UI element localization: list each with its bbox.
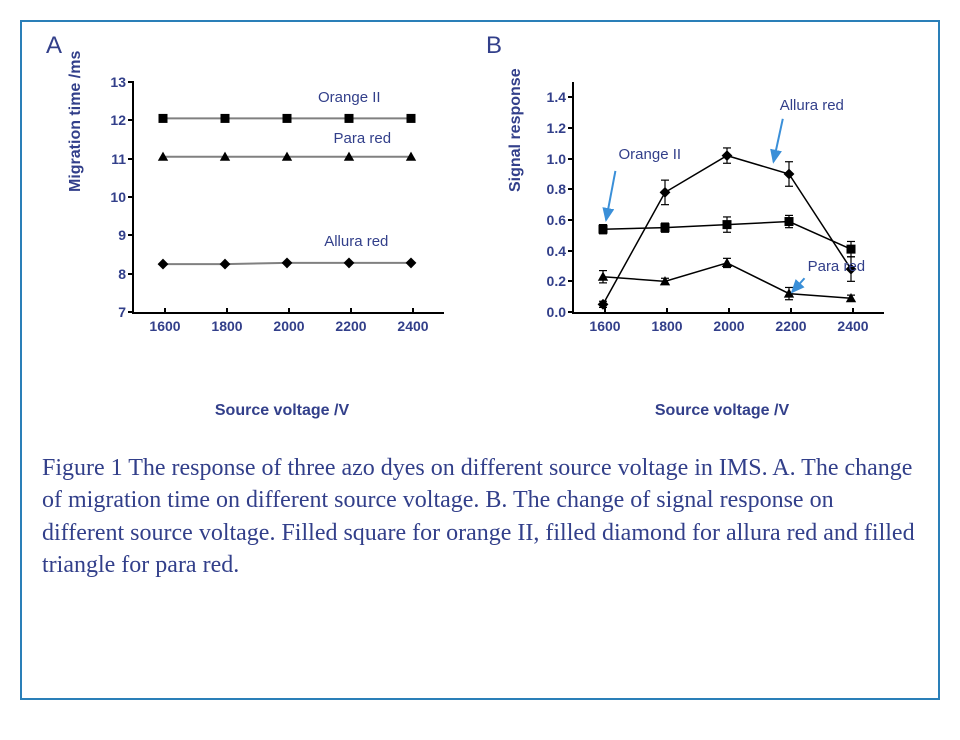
xtick-label: 2000 (273, 318, 304, 334)
series-marker (220, 259, 231, 270)
series-marker (598, 299, 609, 310)
ytick-label: 8 (82, 266, 126, 282)
ytick-label: 7 (82, 304, 126, 320)
series-marker (661, 223, 670, 232)
plot-B-series (572, 82, 882, 312)
annotation-arrow (606, 171, 615, 220)
ytick-label: 1.4 (522, 89, 566, 105)
plot-B: 16001800200022002400 Signal response Sou… (522, 72, 922, 372)
series-marker (599, 225, 608, 234)
series-marker (159, 114, 168, 123)
series-marker (784, 288, 794, 297)
ytick-mark (128, 81, 134, 83)
series-annotation: Para red (334, 130, 392, 147)
ytick-label: 0.6 (522, 212, 566, 228)
series-marker (345, 114, 354, 123)
series-marker (722, 258, 732, 267)
series-marker (158, 259, 169, 270)
series-annotation: Para red (808, 258, 866, 275)
plot-A-series (132, 82, 442, 312)
ytick-label: 11 (82, 151, 126, 167)
ytick-mark (128, 196, 134, 198)
xtick-label: 1600 (589, 318, 620, 334)
panel-B-label: B (486, 32, 502, 60)
ytick-label: 1.2 (522, 120, 566, 136)
annotation-arrow (774, 119, 783, 162)
series-marker (660, 187, 671, 198)
ytick-label: 0.8 (522, 181, 566, 197)
ytick-mark (568, 311, 574, 313)
series-marker (407, 114, 416, 123)
ytick-label: 13 (82, 74, 126, 90)
ytick-mark (128, 311, 134, 313)
series-marker (722, 150, 733, 161)
series-annotation: Allura red (324, 233, 388, 250)
panel-B: B 16001800200022002400 Signal response S… (482, 72, 922, 372)
xtick-label: 2200 (335, 318, 366, 334)
panel-A: A 16001800200022002400 Migration time /m… (42, 72, 482, 372)
series-marker (283, 114, 292, 123)
plot-A: 16001800200022002400 Migration time /ms … (82, 72, 482, 372)
figure-caption: Figure 1 The response of three azo dyes … (42, 452, 918, 582)
ytick-label: 1.0 (522, 151, 566, 167)
series-marker (406, 258, 417, 269)
xtick-label: 1800 (651, 318, 682, 334)
ytick-mark (568, 96, 574, 98)
series-marker (785, 217, 794, 226)
ytick-mark (568, 158, 574, 160)
ytick-label: 12 (82, 112, 126, 128)
series-annotation: Orange II (619, 146, 682, 163)
ytick-mark (568, 280, 574, 282)
xtick-label: 2000 (713, 318, 744, 334)
xtick-label: 1600 (149, 318, 180, 334)
ytick-mark (128, 234, 134, 236)
ytick-mark (568, 250, 574, 252)
ytick-label: 9 (82, 227, 126, 243)
annotation-arrow (792, 278, 804, 292)
series-annotation: Orange II (318, 89, 381, 106)
ytick-label: 0.0 (522, 304, 566, 320)
ytick-label: 10 (82, 189, 126, 205)
series-marker (723, 220, 732, 229)
plot-A-xlabel: Source voltage /V (215, 402, 349, 420)
xtick-label: 2400 (837, 318, 868, 334)
series-marker (598, 272, 608, 281)
figure-border: A 16001800200022002400 Migration time /m… (20, 20, 940, 700)
ytick-mark (128, 273, 134, 275)
series-marker (847, 245, 856, 254)
xtick-label: 2200 (775, 318, 806, 334)
xtick-label: 2400 (397, 318, 428, 334)
ytick-label: 0.2 (522, 273, 566, 289)
ytick-mark (128, 158, 134, 160)
ytick-mark (568, 219, 574, 221)
ytick-mark (568, 127, 574, 129)
ytick-mark (568, 188, 574, 190)
series-marker (784, 169, 795, 180)
plot-B-xlabel: Source voltage /V (655, 402, 789, 420)
xtick-label: 1800 (211, 318, 242, 334)
series-marker (344, 258, 355, 269)
ytick-label: 0.4 (522, 243, 566, 259)
series-annotation: Allura red (780, 97, 844, 114)
series-marker (221, 114, 230, 123)
panel-A-label: A (46, 32, 62, 60)
ytick-mark (128, 119, 134, 121)
panels-row: A 16001800200022002400 Migration time /m… (42, 72, 918, 372)
series-marker (282, 258, 293, 269)
